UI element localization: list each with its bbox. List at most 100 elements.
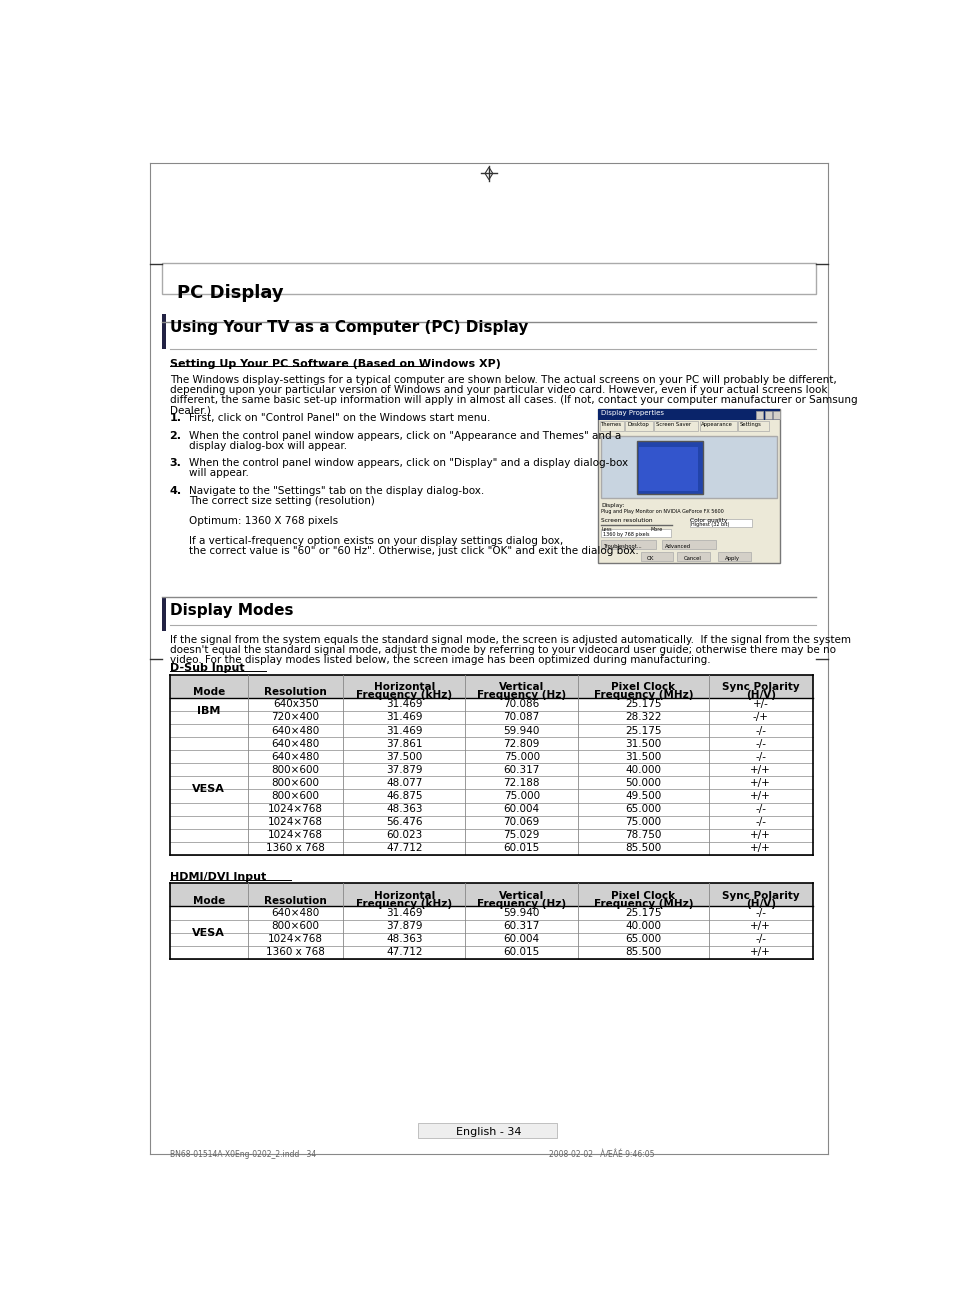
- Text: Mode: Mode: [193, 687, 225, 698]
- FancyBboxPatch shape: [640, 553, 673, 562]
- Text: 37.500: 37.500: [386, 751, 422, 762]
- Text: -/-: -/-: [755, 818, 765, 827]
- Text: 3.: 3.: [170, 458, 181, 468]
- Text: (H/V): (H/V): [745, 690, 775, 700]
- Text: 640×480: 640×480: [272, 738, 319, 748]
- Text: 78.750: 78.750: [624, 831, 660, 840]
- FancyBboxPatch shape: [718, 553, 750, 562]
- Text: video. For the display modes listed below, the screen image has been optimized d: video. For the display modes listed belo…: [170, 656, 709, 665]
- Text: Color quality: Color quality: [689, 518, 726, 523]
- Text: +/+: +/+: [750, 921, 770, 931]
- Text: depending upon your particular version of Windows and your particular video card: depending upon your particular version o…: [170, 385, 826, 395]
- Text: VESA: VESA: [193, 785, 225, 794]
- Text: 1.: 1.: [170, 413, 181, 422]
- Text: Navigate to the "Settings" tab on the display dialog-box.: Navigate to the "Settings" tab on the di…: [189, 486, 484, 496]
- Text: 60.317: 60.317: [503, 764, 539, 775]
- Text: Themes: Themes: [600, 422, 621, 428]
- Text: 31.500: 31.500: [624, 738, 660, 748]
- Text: BN68-01514A-X0Eng-0202_2.indd   34                                              : BN68-01514A-X0Eng-0202_2.indd 34: [170, 1149, 654, 1159]
- Text: 48.363: 48.363: [386, 934, 422, 944]
- Text: -/+: -/+: [752, 712, 768, 722]
- Text: will appear.: will appear.: [189, 468, 249, 479]
- Text: 60.015: 60.015: [503, 947, 539, 957]
- Text: 31.500: 31.500: [624, 751, 660, 762]
- Text: -/-: -/-: [755, 725, 765, 735]
- Text: IBM: IBM: [197, 705, 220, 716]
- FancyBboxPatch shape: [689, 519, 751, 527]
- Text: -/-: -/-: [755, 908, 765, 918]
- FancyBboxPatch shape: [677, 553, 709, 562]
- Text: 56.476: 56.476: [386, 818, 422, 827]
- Text: 28.322: 28.322: [624, 712, 661, 722]
- Text: 65.000: 65.000: [624, 805, 660, 814]
- Text: 46.875: 46.875: [386, 792, 422, 801]
- Text: Resolution: Resolution: [264, 687, 327, 698]
- Text: 72.809: 72.809: [503, 738, 539, 748]
- Text: Apply: Apply: [723, 556, 739, 561]
- Text: 59.940: 59.940: [503, 908, 539, 918]
- Text: 70.069: 70.069: [503, 818, 539, 827]
- Text: 59.940: 59.940: [503, 725, 539, 735]
- Text: HDMI/DVI Input: HDMI/DVI Input: [170, 872, 266, 882]
- Text: 75.000: 75.000: [503, 751, 539, 762]
- Text: 75.000: 75.000: [624, 818, 660, 827]
- Text: 47.712: 47.712: [386, 844, 422, 853]
- FancyBboxPatch shape: [599, 421, 623, 430]
- Text: Plug and Play Monitor on NVIDIA GeForce FX 5600: Plug and Play Monitor on NVIDIA GeForce …: [600, 509, 723, 514]
- FancyBboxPatch shape: [162, 262, 815, 293]
- Text: 60.004: 60.004: [503, 934, 539, 944]
- FancyBboxPatch shape: [738, 421, 768, 430]
- Text: More: More: [650, 527, 662, 532]
- Text: Troubleshoot...: Troubleshoot...: [604, 544, 642, 549]
- Text: 60.004: 60.004: [503, 805, 539, 814]
- Text: 75.000: 75.000: [503, 792, 539, 801]
- Text: 1024×768: 1024×768: [268, 934, 323, 944]
- Text: -/-: -/-: [755, 934, 765, 944]
- Text: 48.077: 48.077: [386, 778, 422, 788]
- Text: Advanced: Advanced: [664, 544, 690, 549]
- Text: Appearance: Appearance: [700, 422, 733, 428]
- Text: 72.188: 72.188: [503, 778, 539, 788]
- Text: 31.469: 31.469: [386, 725, 422, 735]
- Text: Display Properties: Display Properties: [599, 409, 663, 416]
- Text: Frequency (Hz): Frequency (Hz): [476, 690, 566, 700]
- Bar: [162, 314, 166, 349]
- Text: 800×600: 800×600: [272, 778, 319, 788]
- Text: Optimum: 1360 X 768 pixels: Optimum: 1360 X 768 pixels: [189, 516, 337, 526]
- Text: 75.029: 75.029: [503, 831, 539, 840]
- Text: The Windows display-settings for a typical computer are shown below. The actual : The Windows display-settings for a typic…: [170, 376, 836, 385]
- Text: doesn't equal the standard signal mode, adjust the mode by referring to your vid: doesn't equal the standard signal mode, …: [170, 645, 835, 656]
- FancyBboxPatch shape: [600, 529, 670, 537]
- Text: PC Display: PC Display: [177, 283, 284, 301]
- Text: 25.175: 25.175: [624, 908, 661, 918]
- Text: 2.: 2.: [170, 430, 181, 441]
- Text: Mode: Mode: [193, 896, 225, 906]
- Text: 1360 by 768 pixels: 1360 by 768 pixels: [602, 532, 649, 537]
- Text: -/-: -/-: [755, 751, 765, 762]
- FancyBboxPatch shape: [699, 421, 736, 430]
- Text: Highest (32 bit): Highest (32 bit): [691, 522, 729, 527]
- FancyBboxPatch shape: [600, 436, 777, 498]
- Text: Resolution: Resolution: [264, 896, 327, 906]
- Text: Pixel Clock: Pixel Clock: [611, 891, 675, 901]
- FancyBboxPatch shape: [170, 674, 812, 698]
- Text: Settings: Settings: [740, 422, 761, 428]
- FancyBboxPatch shape: [773, 411, 780, 419]
- Text: Horizontal: Horizontal: [374, 682, 435, 692]
- Text: 65.000: 65.000: [624, 934, 660, 944]
- FancyBboxPatch shape: [598, 409, 780, 420]
- Bar: [162, 597, 166, 631]
- Text: 4.: 4.: [170, 486, 182, 496]
- Text: Using Your TV as a Computer (PC) Display: Using Your TV as a Computer (PC) Display: [170, 319, 527, 335]
- Text: 25.175: 25.175: [624, 699, 661, 709]
- Text: Sync Polarity: Sync Polarity: [721, 682, 799, 692]
- Text: 37.861: 37.861: [386, 738, 422, 748]
- FancyBboxPatch shape: [756, 411, 762, 419]
- Text: +/+: +/+: [750, 792, 770, 801]
- Text: OK: OK: [646, 556, 654, 561]
- FancyBboxPatch shape: [764, 411, 771, 419]
- Text: 48.363: 48.363: [386, 805, 422, 814]
- Text: 40.000: 40.000: [625, 921, 660, 931]
- Text: Frequency (MHz): Frequency (MHz): [593, 898, 693, 909]
- Text: the correct value is "60" or "60 Hz". Otherwise, just click "OK" and exit the di: the correct value is "60" or "60 Hz". Ot…: [189, 546, 639, 556]
